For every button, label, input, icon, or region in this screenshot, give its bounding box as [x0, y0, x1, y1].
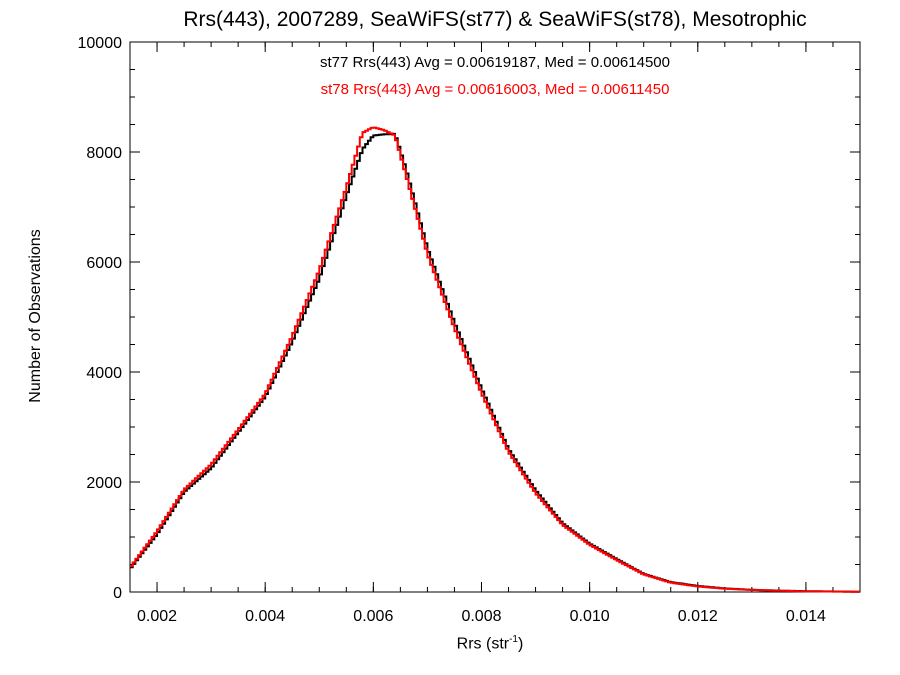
- plot-frame: [129, 41, 861, 593]
- x-tick-label: 0.006: [353, 608, 393, 625]
- x-axis-label: Rrs (str-1): [430, 634, 550, 653]
- x-tick-label: 0.012: [678, 608, 718, 625]
- x-tick-label: 0.002: [137, 608, 177, 625]
- y-tick-label: 8000: [86, 145, 122, 162]
- x-tick-label: 0.010: [570, 608, 610, 625]
- axis-tick-labels: 0.002 0.004 0.006 0.008 0.010 0.012 0.014 0 2000…: [78, 35, 827, 625]
- x-axis-label-sup: -1: [509, 634, 518, 645]
- y-tick-label: 10000: [78, 35, 123, 52]
- series-layer: [130, 126, 860, 593]
- x-tick-label: 0.008: [461, 608, 501, 625]
- y-tick-label: 6000: [86, 255, 122, 272]
- annotation-st77: st77 Rrs(443) Avg = 0.00619187, Med = 0.…: [320, 54, 670, 71]
- y-axis-label: Number of Observations: [27, 229, 44, 403]
- x-axis-label-base: Rrs (str: [456, 635, 510, 653]
- y-tick-label: 2000: [86, 475, 122, 492]
- annotation-st78: st78 Rrs(443) Avg = 0.00616003, Med = 0.…: [320, 81, 670, 98]
- y-tick-label: 4000: [86, 365, 122, 382]
- x-axis-label-close: ): [518, 635, 524, 653]
- y-tick-label: 0: [113, 585, 122, 602]
- axis-ticks: [129, 41, 861, 593]
- series-line-st78: [130, 126, 860, 593]
- x-tick-label: 0.004: [245, 608, 285, 625]
- y-axis-label-wrap: Number of Observations: [27, 229, 56, 402]
- series-line-st77: [130, 132, 860, 593]
- plot-border: [129, 41, 861, 593]
- x-tick-label: 0.014: [786, 608, 826, 625]
- chart-title: Rrs(443), 2007289, SeaWiFS(st77) & SeaWi…: [183, 8, 807, 31]
